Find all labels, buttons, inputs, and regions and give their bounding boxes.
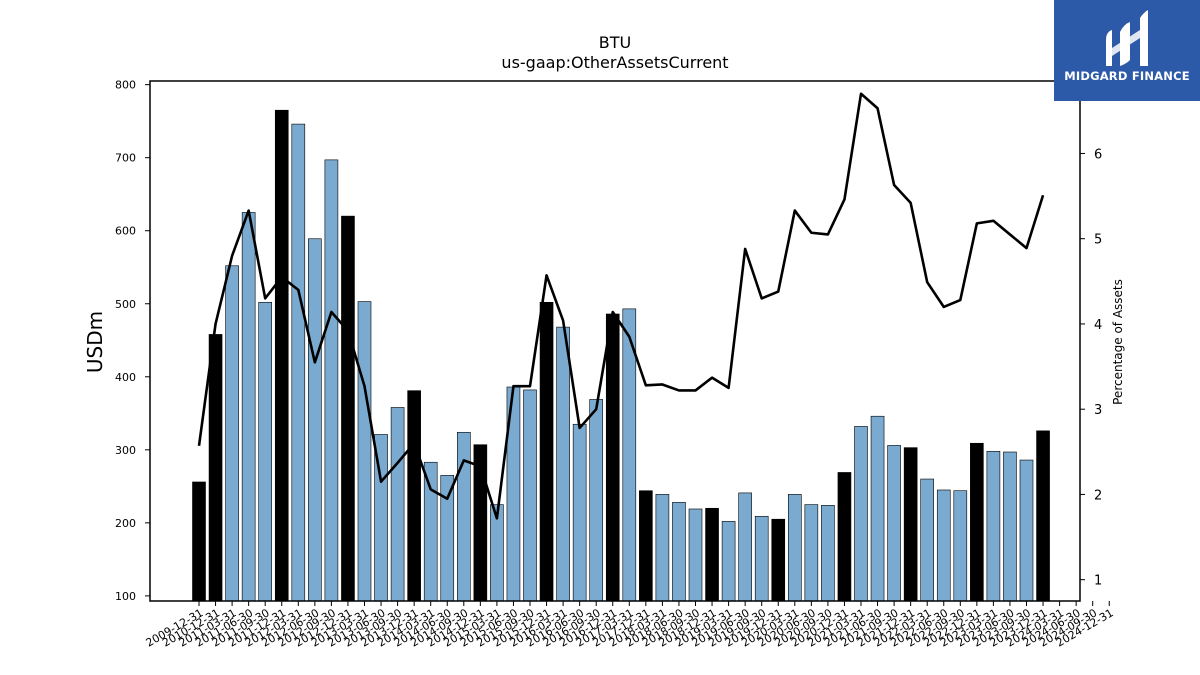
bar [672,502,686,602]
left-tick-label: 600 [115,225,136,238]
bar [771,518,786,602]
bar [208,334,223,602]
bar [456,431,471,602]
line-group [197,92,1045,520]
y-axis-label: USDm [83,311,107,373]
right-axis: 1 2 3 4 5 6 [1080,147,1102,589]
bar [986,450,1001,602]
chart-title: BTU [599,33,631,52]
right-tick-label: 4 [1094,318,1102,333]
bar [192,481,206,602]
brand-logo: MIDGARD FINANCE [1054,0,1200,101]
bar [274,109,289,602]
left-tick-label: 500 [115,298,136,311]
bar [887,445,901,602]
left-tick-label: 300 [115,444,136,457]
bar [870,415,885,602]
left-tick-label: 400 [115,371,136,384]
bar [241,212,256,602]
left-tick-label: 800 [115,79,136,92]
right-tick-label: 5 [1094,233,1102,248]
brand-name: MIDGARD FINANCE [1064,69,1190,83]
midgard-logo-icon [1106,10,1148,66]
bar [738,492,752,602]
left-tick-label: 700 [115,152,136,165]
bar [1036,430,1050,602]
bar [324,159,339,602]
bar [357,301,372,602]
right-tick-label: 1 [1094,574,1102,589]
bar [655,494,670,602]
left-tick-label: 100 [115,590,136,603]
x-axis: 2009-12-312010-12-312011-03-312011-06-30… [144,601,1116,650]
bar [804,504,819,602]
bar [953,490,968,602]
bar [787,494,802,602]
bar [258,301,273,602]
bar [754,515,769,602]
bar [970,442,984,602]
bar [821,505,835,602]
right-tick-label: 6 [1094,147,1102,162]
bar-group [192,109,1050,602]
y2-axis-label: Percentage of Assets [1111,279,1125,405]
bar [225,265,239,602]
bar [556,326,570,602]
bar [1003,451,1017,602]
bar [854,426,868,602]
bar [705,507,719,602]
bar [341,215,355,602]
bar [688,508,703,602]
left-tick-label: 200 [115,517,136,530]
bar [539,301,554,602]
bar [308,238,322,602]
right-tick-label: 2 [1094,488,1102,503]
bar [639,490,653,602]
bar [920,478,935,602]
left-axis: 100 200 300 400 500 600 700 800 [115,79,150,603]
plot-frame [149,80,1081,602]
bar [423,461,438,602]
bar [523,389,537,602]
bar [572,423,587,602]
bar [440,475,455,602]
bar [837,472,852,602]
bar [1019,459,1034,602]
bar [291,123,306,602]
bar [605,313,620,602]
bar [589,399,604,602]
right-tick-label: 3 [1094,403,1102,418]
bar [936,489,951,602]
bar [903,447,918,602]
chart-subtitle: us-gaap:OtherAssetsCurrent [501,53,728,72]
bar [390,407,405,602]
percentage-line [197,92,1045,520]
bar [721,521,736,602]
bar [407,390,421,602]
